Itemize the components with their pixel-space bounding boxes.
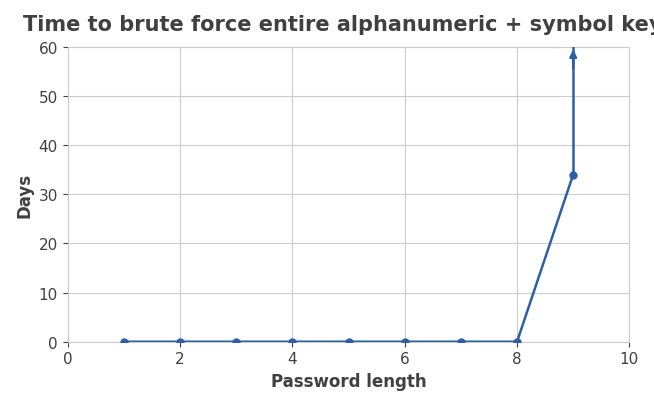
X-axis label: Password length: Password length	[271, 372, 426, 390]
Title: Time to brute force entire alphanumeric + symbol keys: Time to brute force entire alphanumeric …	[22, 15, 654, 35]
Y-axis label: Days: Days	[15, 172, 33, 217]
